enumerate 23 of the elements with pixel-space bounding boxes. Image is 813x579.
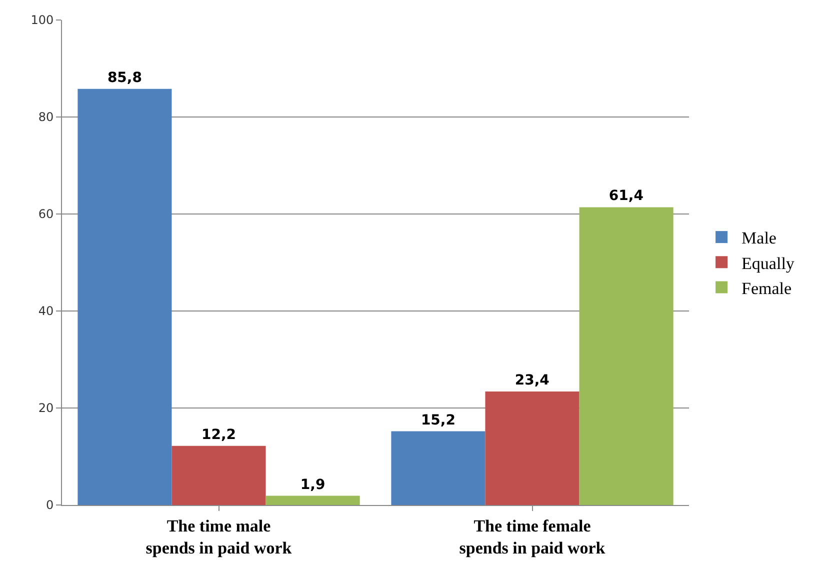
y-tick-label: 0 [46, 498, 54, 512]
x-tick-label: The time male spends in paid work [146, 516, 292, 558]
data-label: 12,2 [201, 426, 236, 443]
legend-label: Equally [742, 254, 795, 273]
y-tick-label: 60 [38, 207, 54, 222]
data-label: 1,9 [300, 476, 326, 493]
data-label: 85,8 [107, 70, 142, 86]
bar [78, 88, 172, 505]
y-tick-label: 40 [38, 304, 54, 318]
legend-label: Female [742, 278, 792, 298]
y-tick-label: 80 [38, 110, 54, 124]
y-tick-label: 20 [38, 401, 54, 416]
y-tick-label: 100 [30, 13, 54, 28]
bar [172, 446, 266, 505]
bar [579, 207, 674, 505]
x-tick-label: The time female spends in paid work [459, 516, 606, 558]
data-label: 61,4 [608, 188, 644, 204]
legend-label: Male [742, 228, 776, 248]
data-label: 15,2 [420, 412, 456, 428]
data-label: 23,4 [514, 372, 550, 389]
bar [485, 392, 580, 505]
bar [391, 431, 486, 505]
bar [266, 496, 360, 505]
